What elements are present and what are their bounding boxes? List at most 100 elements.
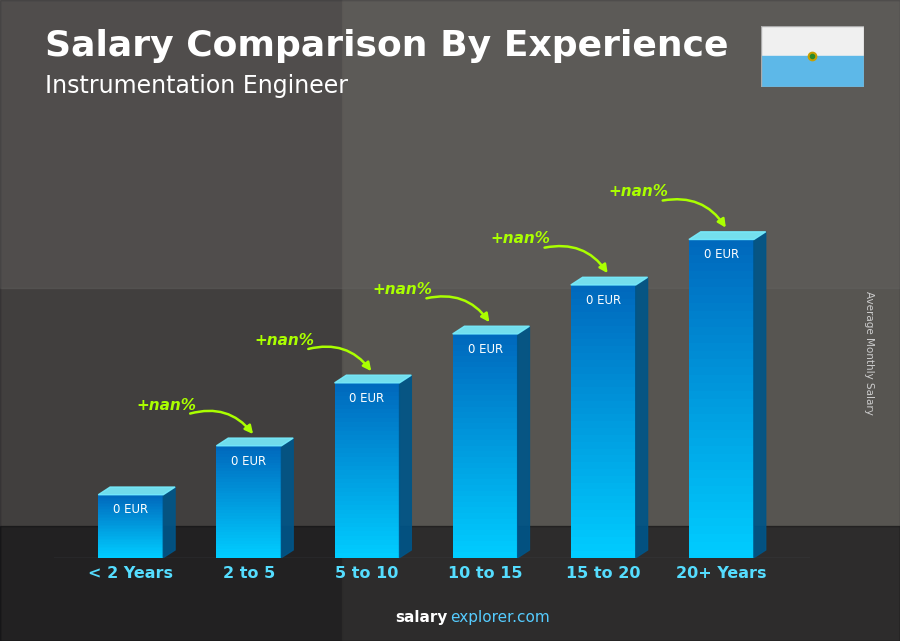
Bar (688, 287, 754, 295)
Bar (571, 401, 635, 408)
Bar (335, 509, 400, 514)
Bar (453, 390, 518, 395)
Bar (571, 482, 635, 490)
Bar (688, 327, 754, 335)
Bar (453, 495, 518, 502)
Polygon shape (282, 438, 293, 558)
Bar (216, 460, 282, 463)
Bar (98, 504, 163, 506)
Bar (216, 529, 282, 533)
Bar (0, 0, 342, 641)
Bar (216, 544, 282, 547)
Bar (216, 462, 282, 465)
Bar (216, 518, 282, 521)
Bar (571, 367, 635, 374)
Bar (216, 487, 282, 490)
Bar (453, 372, 518, 379)
Bar (571, 442, 635, 449)
Bar (571, 435, 635, 442)
Bar (335, 444, 400, 449)
Bar (571, 292, 635, 299)
Bar (335, 483, 400, 488)
Bar (453, 462, 518, 468)
Bar (688, 542, 754, 550)
Text: salary: salary (395, 610, 447, 625)
Bar (335, 553, 400, 558)
Bar (98, 510, 163, 512)
Bar (335, 501, 400, 505)
Bar (571, 305, 635, 312)
Bar (688, 478, 754, 486)
Bar (453, 451, 518, 457)
Bar (335, 522, 400, 527)
Bar (216, 549, 282, 552)
Bar (571, 332, 635, 340)
Bar (571, 530, 635, 537)
Bar (98, 513, 163, 515)
Bar (335, 496, 400, 501)
Bar (453, 529, 518, 535)
Bar (216, 532, 282, 535)
Text: 0 EUR: 0 EUR (231, 454, 266, 467)
Bar (688, 502, 754, 510)
Bar (571, 326, 635, 333)
Bar (335, 400, 400, 404)
Polygon shape (163, 487, 176, 558)
Bar (453, 546, 518, 552)
Polygon shape (754, 232, 766, 558)
Bar (216, 510, 282, 513)
Bar (453, 339, 518, 345)
Bar (216, 538, 282, 541)
Polygon shape (98, 487, 176, 495)
Bar (453, 485, 518, 490)
Bar (98, 537, 163, 539)
Bar (335, 470, 400, 474)
Polygon shape (400, 375, 411, 558)
Bar (688, 462, 754, 470)
Bar (98, 528, 163, 529)
Bar (335, 404, 400, 409)
Bar (453, 524, 518, 529)
Bar (688, 470, 754, 478)
Bar (216, 535, 282, 538)
Bar (571, 346, 635, 353)
Bar (342, 0, 900, 641)
Bar (0, 526, 900, 641)
Bar (571, 407, 635, 415)
Bar (688, 549, 754, 558)
Bar (335, 461, 400, 466)
Bar (98, 546, 163, 548)
Bar (571, 496, 635, 503)
Polygon shape (518, 326, 529, 558)
Bar (688, 526, 754, 534)
Bar (571, 353, 635, 360)
Bar (688, 430, 754, 438)
Bar (98, 549, 163, 551)
Bar (335, 549, 400, 553)
Bar (688, 263, 754, 271)
Bar (98, 505, 163, 507)
Text: Average Monthly Salary: Average Monthly Salary (863, 290, 874, 415)
Bar (98, 503, 163, 504)
Bar (571, 360, 635, 367)
Bar (98, 522, 163, 524)
Text: explorer.com: explorer.com (450, 610, 550, 625)
Bar (571, 421, 635, 428)
Bar (216, 468, 282, 471)
Bar (688, 374, 754, 383)
Bar (571, 455, 635, 462)
Text: 0 EUR: 0 EUR (113, 503, 148, 517)
Bar (571, 476, 635, 483)
Text: Salary Comparison By Experience: Salary Comparison By Experience (45, 29, 728, 63)
Bar (98, 520, 163, 522)
Bar (216, 448, 282, 451)
Bar (571, 544, 635, 551)
Bar (98, 524, 163, 526)
Bar (453, 468, 518, 474)
Bar (688, 358, 754, 367)
Bar (453, 417, 518, 424)
Bar (98, 531, 163, 533)
Bar (216, 476, 282, 479)
Bar (571, 537, 635, 544)
Bar (453, 378, 518, 384)
